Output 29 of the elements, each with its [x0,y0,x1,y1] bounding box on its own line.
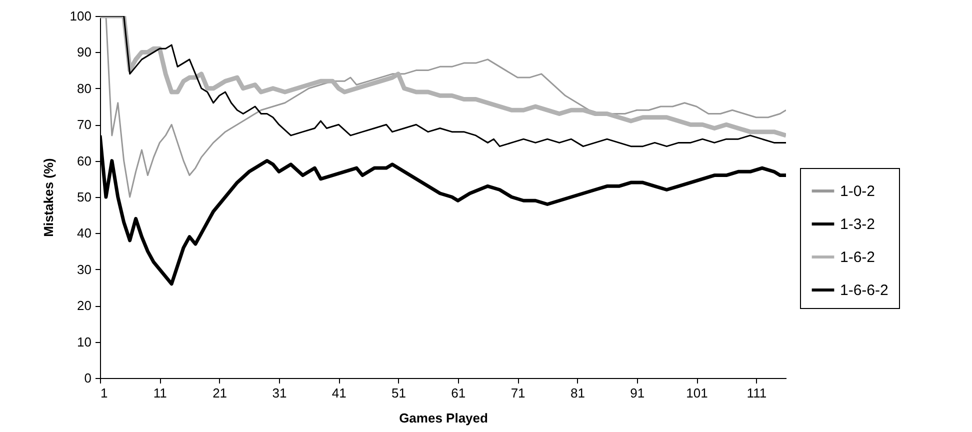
x-tick-label: 41 [332,386,346,400]
y-tick-label: 30 [77,262,92,277]
x-tick-label: 101 [686,386,708,400]
x-tick-label: 31 [272,386,287,400]
y-tick-label: 70 [77,117,92,132]
y-axis-title: Mistakes (%) [40,158,56,237]
x-tick-label: 21 [212,386,228,400]
x-tick-label: 81 [570,386,585,400]
legend-label: 1-6-6-2 [840,282,888,300]
x-tick-label: 11 [153,386,167,400]
y-tick-label: 80 [77,80,92,96]
x-tick-label: 61 [451,386,466,400]
y-tick-label: 100 [70,8,92,24]
y-tick-label: 50 [77,190,92,204]
y-tick-label: 40 [77,226,92,241]
x-axis-title: Games Played [399,410,488,426]
y-tick-label: 20 [77,298,92,314]
legend-label: 1-3-2 [840,216,876,234]
x-tick-label: 51 [392,386,406,400]
y-tick-label: 0 [84,370,92,386]
x-tick-label: 91 [630,386,645,400]
y-tick-label: 60 [77,153,92,168]
x-tick-label: 71 [510,386,526,400]
y-tick-label: 90 [77,44,92,60]
y-tick-label: 10 [77,334,92,350]
legend-label: 1-6-2 [840,249,876,266]
x-tick-label: 1 [100,386,108,400]
legend-label: 1-0-2 [840,183,876,200]
x-tick-label: 111 [746,386,767,400]
